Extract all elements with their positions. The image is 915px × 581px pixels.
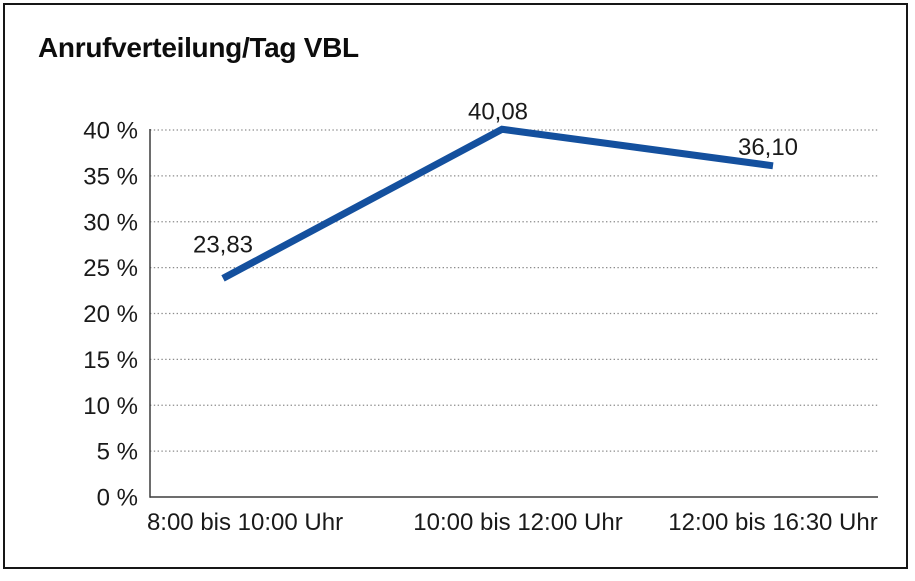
- x-tick-label: 12:00 bis 16:30 Uhr: [668, 509, 877, 536]
- data-label: 23,83: [193, 231, 253, 258]
- y-tick-label: 30 %: [83, 209, 138, 236]
- data-label: 36,10: [738, 134, 798, 161]
- line-chart: 0 % 5 % 10 % 15 % 20 % 25 % 30 % 35 % 40 % 8:00 b…: [83, 98, 878, 536]
- chart-frame: Anrufverteilung/Tag VBL 0 % 5 % 10 % 15 % 20…: [3, 3, 908, 569]
- y-tick-label: 20 %: [83, 301, 138, 328]
- y-tick-label: 40 %: [83, 118, 138, 145]
- y-tick-label: 10 %: [83, 393, 138, 420]
- series-line: [221, 125, 774, 282]
- data-label: 40,08: [468, 98, 528, 125]
- x-tick-label: 10:00 bis 12:00 Uhr: [413, 509, 622, 536]
- x-tick-label: 8:00 bis 10:00 Uhr: [147, 509, 343, 536]
- y-tick-label: 35 %: [83, 163, 138, 190]
- y-tick-label: 25 %: [83, 255, 138, 282]
- y-tick-label: 5 %: [97, 439, 138, 466]
- y-tick-label: 15 %: [83, 347, 138, 374]
- y-tick-label: 0 %: [97, 485, 138, 512]
- chart-title: Anrufverteilung/Tag VBL: [38, 32, 359, 63]
